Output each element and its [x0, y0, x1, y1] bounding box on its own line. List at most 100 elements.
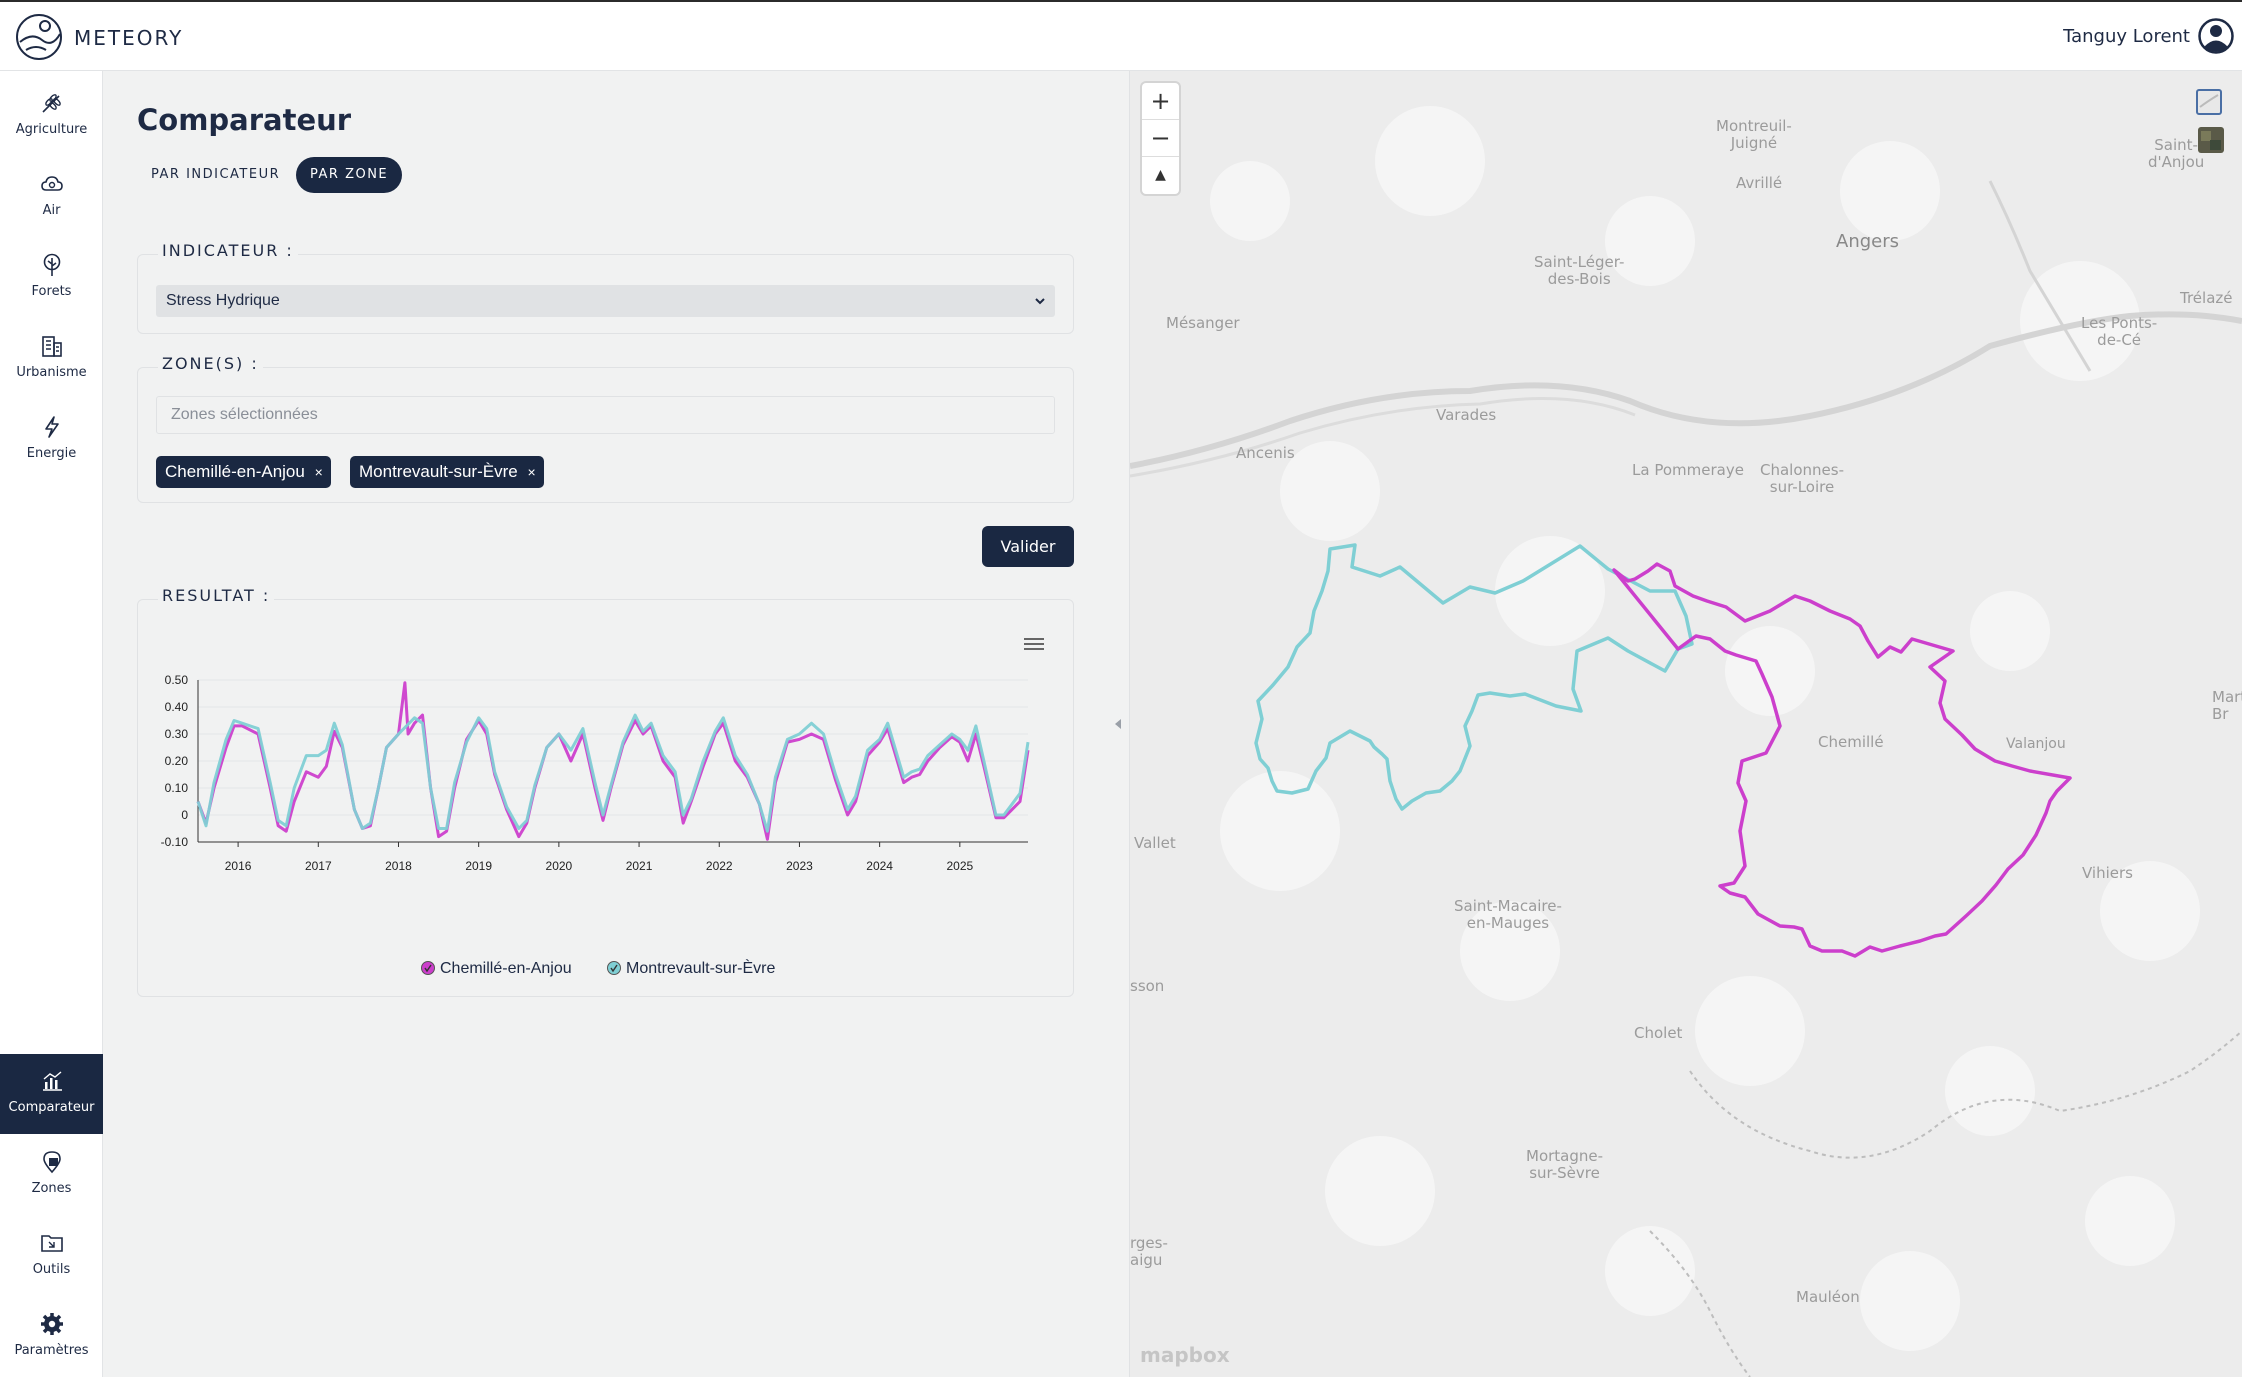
sidebar-item-comparateur[interactable]: Comparateur — [0, 1054, 103, 1134]
y-tick-label: 0.50 — [165, 673, 189, 687]
sidebar-item-urbanisme[interactable]: Urbanisme — [0, 319, 103, 399]
map-place-label: Saint-Macaire- en-Mauges — [1454, 897, 1562, 932]
user-name[interactable]: Tanguy Lorent — [2063, 26, 2190, 47]
sidebar-item-label: Energie — [26, 446, 77, 461]
sidebar-item-label: Outils — [32, 1262, 71, 1277]
line-chart: -0.10 0 0.10 0.20 0.30 0.40 0.50 2016 2017 2018 20… — [161, 673, 1030, 977]
map-place-label: Vihiers — [2082, 864, 2133, 882]
gear-icon — [40, 1313, 63, 1335]
x-tick-label: 2019 — [465, 859, 492, 873]
comparator-panel: Comparateur PAR INDICATEUR PAR ZONE INDI… — [103, 71, 1108, 1377]
folder-icon — [40, 1235, 63, 1252]
y-tick-label: 0 — [181, 808, 188, 822]
zones-legend: ZONE(S) : — [158, 354, 263, 373]
map-place-label: Trélazé — [2180, 289, 2233, 307]
cloud-icon — [40, 176, 63, 191]
zone-chip[interactable]: Montrevault-sur-Èvre × — [350, 456, 544, 488]
avatar[interactable] — [2198, 18, 2234, 54]
zones-section: ZONE(S) : Zones sélectionnées Chemillé-e… — [137, 354, 1074, 503]
x-tick-label: 2021 — [626, 859, 653, 873]
legend-marker — [421, 961, 435, 975]
y-tick-label: 0.30 — [165, 727, 189, 741]
valider-button[interactable]: Valider — [982, 526, 1074, 567]
map-place-label: Saint-Léger- des-Bois — [1534, 253, 1625, 288]
map-place-label: La Pommeraye — [1632, 461, 1744, 479]
sidebar-item-label: Urbanisme — [16, 365, 87, 380]
tab-par-indicateur[interactable]: PAR INDICATEUR — [151, 167, 281, 182]
x-tick-label: 2023 — [786, 859, 813, 873]
map-navigation-controls: + − ▲ — [1142, 83, 1179, 194]
check-icon — [424, 964, 432, 973]
compass-button[interactable]: ▲ — [1155, 167, 1166, 183]
legend-label: Montrevault-sur-Èvre — [626, 958, 775, 977]
map-place-label: Mart Br — [2212, 688, 2242, 723]
sidebar-item-air[interactable]: Air — [0, 157, 103, 237]
close-icon[interactable]: × — [314, 464, 323, 480]
zoom-out-button[interactable]: − — [1142, 120, 1179, 157]
map-place-label: Varades — [1436, 406, 1497, 424]
map-view[interactable]: Montreuil- Juigné Saint- d'Anjou Avrillé… — [1130, 71, 2242, 1377]
map-place-label: Valanjou — [2006, 736, 2066, 752]
map-thumbnail-icon — [2199, 94, 2219, 108]
indicator-legend: INDICATEUR : — [158, 241, 298, 260]
map-place-label: Angers — [1836, 231, 1899, 252]
mapbox-logo[interactable]: mapbox — [1140, 1343, 1230, 1367]
map-place-label: Mortagne- sur-Sèvre — [1526, 1147, 1604, 1182]
chevron-left-icon[interactable] — [1115, 719, 1121, 729]
sidebar: Agriculture Air Forets Urbanisme — [0, 71, 103, 1377]
map-style-light-button[interactable] — [2196, 89, 2222, 115]
map-place-label: Mauléon — [1796, 1288, 1860, 1306]
sidebar-item-label: Agriculture — [15, 122, 88, 137]
result-section: RESULTAT : -0.10 0 0.10 0.20 0.30 0.40 0.50 201… — [137, 586, 1074, 997]
y-tick-label: -0.10 — [161, 835, 189, 849]
result-legend: RESULTAT : — [158, 586, 275, 605]
tab-par-zone[interactable]: PAR ZONE — [296, 157, 403, 193]
zoom-in-button[interactable]: + — [1142, 83, 1179, 120]
zone-chip[interactable]: Chemillé-en-Anjou × — [156, 456, 331, 488]
satellite-thumbnail-icon — [2201, 131, 2221, 150]
y-tick-label: 0.40 — [165, 700, 189, 714]
close-icon[interactable]: × — [527, 464, 536, 480]
sidebar-item-label: Air — [42, 203, 61, 218]
map-canvas — [1130, 71, 2242, 1377]
chart-icon — [42, 1071, 62, 1091]
map-style-satellite-button[interactable] — [2198, 127, 2224, 153]
y-tick-label: 0.20 — [165, 754, 189, 768]
map-place-label: Mésanger — [1166, 314, 1240, 332]
map-place-label: Avrillé — [1736, 174, 1783, 192]
indicator-select[interactable]: Stress Hydrique — [156, 285, 1055, 317]
map-place-label: Saint- d'Anjou — [2148, 136, 2205, 171]
zones-input[interactable]: Zones sélectionnées — [156, 396, 1055, 434]
legend-label: Chemillé-en-Anjou — [440, 960, 572, 977]
sidebar-item-outils[interactable]: Outils — [0, 1216, 103, 1296]
series-line — [196, 681, 1030, 841]
sidebar-item-label: Paramètres — [14, 1343, 89, 1358]
map-place-label: rges- aigu — [1130, 1234, 1168, 1269]
check-icon — [610, 964, 618, 973]
sidebar-item-label: Comparateur — [8, 1100, 95, 1115]
sidebar-item-parametres[interactable]: Paramètres — [0, 1297, 103, 1377]
legend-marker — [607, 961, 621, 975]
sidebar-item-zones[interactable]: Zones — [0, 1135, 103, 1215]
page-title: Comparateur — [137, 103, 352, 137]
zone-chip-label: Montrevault-sur-Èvre — [359, 462, 518, 481]
sidebar-item-energie[interactable]: Energie — [0, 400, 103, 480]
x-tick-label: 2017 — [305, 859, 332, 873]
sidebar-item-forets[interactable]: Forets — [0, 238, 103, 318]
x-tick-label: 2024 — [866, 859, 893, 873]
building-icon — [41, 336, 62, 357]
map-place-label: Montreuil- Juigné — [1716, 117, 1792, 152]
x-tick-label: 2022 — [706, 859, 733, 873]
top-header: METEORY Tanguy Lorent — [0, 0, 2242, 71]
x-tick-label: 2025 — [946, 859, 973, 873]
hamburger-menu-icon[interactable] — [1023, 636, 1045, 652]
sidebar-item-agriculture[interactable]: Agriculture — [0, 76, 103, 156]
map-place-label: sson — [1130, 977, 1165, 995]
map-place-label: Les Ponts- de-Cé — [2081, 314, 2158, 349]
location-icon — [42, 1151, 61, 1174]
tree-icon — [43, 253, 60, 276]
panel-splitter[interactable] — [1108, 71, 1130, 1377]
meteory-logo-icon[interactable] — [12, 12, 66, 62]
zone-chip-label: Chemillé-en-Anjou — [165, 462, 305, 481]
sidebar-item-label: Zones — [31, 1181, 72, 1196]
